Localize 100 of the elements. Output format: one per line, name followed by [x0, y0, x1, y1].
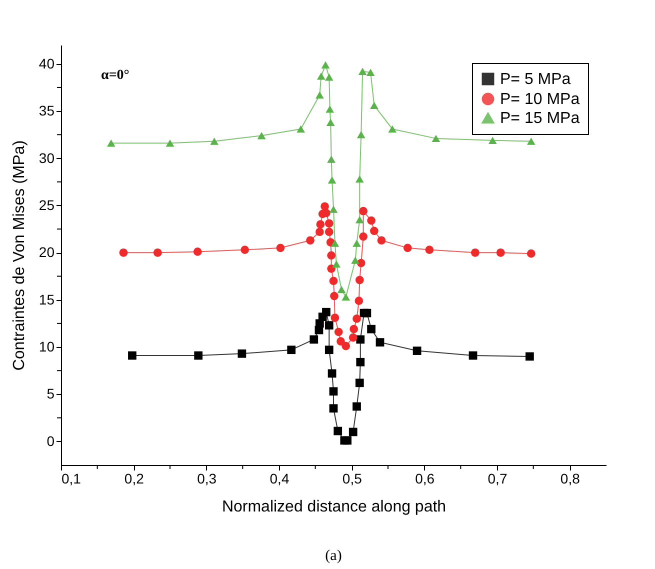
point [128, 351, 136, 360]
point [322, 308, 330, 316]
point [370, 226, 378, 236]
point [119, 248, 128, 257]
point [287, 346, 296, 354]
legend-label: P= 5 MPa [500, 71, 571, 88]
point [153, 248, 162, 257]
point [337, 286, 346, 294]
point [355, 378, 364, 388]
point [356, 131, 366, 138]
x-tick-label: 0,6 [415, 470, 435, 486]
text: (a) [325, 548, 342, 564]
y-tick-label: 40 [38, 55, 55, 72]
point [367, 324, 376, 334]
y-tick-label: 10 [38, 338, 55, 355]
point [351, 256, 360, 264]
point [193, 248, 202, 256]
point [425, 246, 434, 254]
point [355, 276, 364, 284]
point [348, 333, 358, 342]
point [316, 228, 324, 236]
point [366, 68, 375, 76]
x-axis-title: Normalized distance along path [222, 498, 446, 516]
point [367, 216, 376, 225]
point [362, 308, 372, 318]
y-axis-title: Contraintes de Von Mises (MPa) [10, 140, 28, 371]
y-tick-label: 0 [46, 432, 55, 449]
point [316, 91, 324, 99]
x-tick-label: 0,8 [560, 470, 580, 486]
point [306, 236, 314, 245]
point [336, 337, 345, 346]
point [359, 206, 368, 216]
point [334, 426, 342, 436]
point [359, 232, 368, 241]
point [328, 176, 336, 184]
point [370, 102, 378, 110]
point [166, 140, 174, 147]
point [330, 292, 338, 300]
x-tick-label: 0,4 [270, 470, 290, 486]
point [526, 138, 536, 145]
point [468, 351, 478, 360]
point [343, 436, 352, 445]
point [316, 220, 325, 228]
point [526, 352, 534, 361]
point [327, 251, 336, 260]
point [342, 342, 350, 350]
y-tick-label: 15 [38, 291, 55, 308]
point [106, 140, 116, 147]
y-tick-label: 20 [38, 244, 55, 260]
point [352, 240, 361, 247]
point [276, 244, 285, 252]
point [326, 118, 335, 126]
x-tick-label: 0,3 [197, 470, 217, 486]
point [377, 236, 386, 245]
point [355, 216, 364, 224]
point [388, 125, 397, 133]
point [296, 125, 305, 133]
y-tick-label: 35 [38, 102, 55, 119]
point [324, 346, 334, 354]
point [326, 106, 334, 113]
point [358, 68, 367, 76]
point [310, 335, 318, 344]
point [334, 328, 343, 336]
point [403, 244, 412, 252]
point [327, 264, 336, 273]
point [432, 134, 440, 142]
point [355, 175, 364, 183]
point [321, 61, 330, 68]
point [240, 246, 250, 254]
point [376, 338, 384, 346]
point [316, 72, 326, 80]
point [324, 73, 334, 81]
annotation: α=0° [101, 68, 130, 83]
point [352, 402, 361, 411]
x-tick-label: 0,7 [488, 470, 508, 486]
point [488, 136, 497, 144]
point [356, 358, 365, 366]
point [496, 248, 505, 257]
point [348, 428, 358, 436]
point [332, 260, 341, 268]
point [350, 324, 358, 334]
x-tick-label: 0,5 [342, 470, 362, 486]
y-tick-label: 25 [38, 196, 55, 213]
point [210, 138, 219, 145]
point [257, 132, 266, 140]
point [354, 296, 364, 305]
point [324, 321, 334, 330]
x-tick-label: 0,1 [62, 470, 82, 486]
point [526, 249, 536, 258]
legend-label: P= 10 MPa [500, 91, 580, 108]
point [324, 219, 334, 228]
point [412, 346, 422, 355]
point [329, 276, 338, 286]
point [328, 369, 336, 378]
point [329, 206, 338, 213]
legend-label: P= 15 MPa [500, 110, 580, 127]
point [356, 335, 365, 344]
point [471, 248, 480, 257]
y-tick-label: 5 [46, 386, 55, 402]
point [194, 351, 203, 360]
